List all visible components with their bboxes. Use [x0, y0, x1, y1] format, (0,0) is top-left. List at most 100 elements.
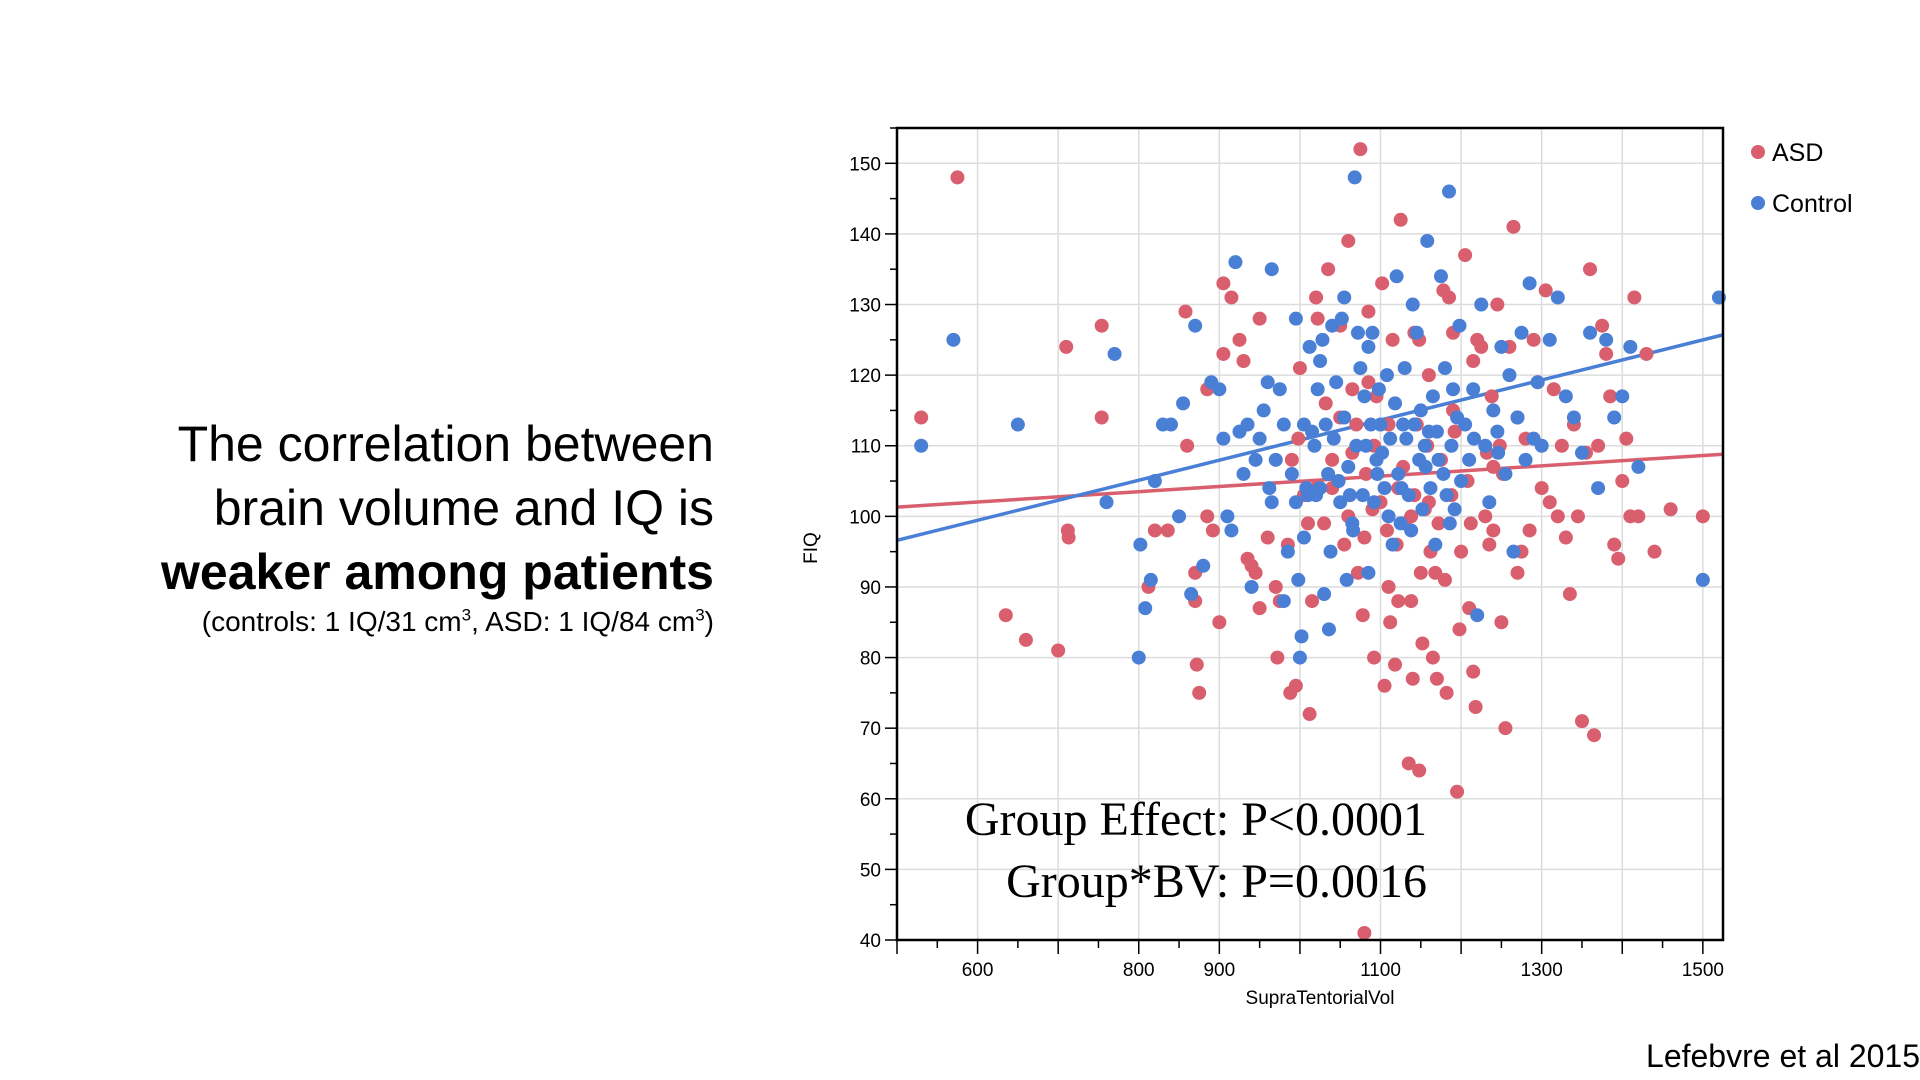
data-point-control	[1615, 389, 1630, 404]
data-point-control	[1607, 410, 1622, 425]
data-point-control	[1310, 382, 1325, 397]
data-point-control	[1361, 565, 1376, 580]
data-point-control	[1550, 290, 1565, 305]
data-point-asd	[1291, 431, 1306, 446]
data-point-control	[1494, 339, 1509, 354]
data-point-asd	[1383, 615, 1398, 630]
legend-label-control: Control	[1772, 190, 1853, 218]
data-point-control	[1313, 481, 1328, 496]
data-point-asd	[1345, 382, 1360, 397]
data-point-asd	[1447, 424, 1462, 439]
data-point-control	[1346, 523, 1361, 538]
data-point-asd	[1587, 728, 1602, 743]
data-point-control	[1437, 361, 1452, 376]
data-point-control	[1429, 424, 1444, 439]
data-point-asd	[1599, 346, 1614, 361]
data-point-control	[1353, 361, 1368, 376]
data-point-asd	[1490, 297, 1505, 312]
data-point-asd	[1189, 657, 1204, 672]
data-point-asd	[1439, 685, 1454, 700]
data-point-asd	[1412, 763, 1427, 778]
data-point-asd	[1550, 509, 1565, 524]
data-point-control	[1431, 452, 1446, 467]
data-point-control	[1272, 382, 1287, 397]
data-point-asd	[1611, 551, 1626, 566]
data-point-control	[1591, 481, 1606, 496]
data-point-asd	[1270, 650, 1285, 665]
data-point-control	[1305, 424, 1320, 439]
data-point-control	[1315, 332, 1330, 347]
data-point-control	[1404, 523, 1419, 538]
data-point-control	[1399, 431, 1414, 446]
data-point-control	[1276, 594, 1291, 609]
data-point-control	[1240, 417, 1255, 432]
data-point-control	[1388, 396, 1403, 411]
data-point-control	[1099, 495, 1114, 510]
data-point-control	[1196, 558, 1211, 573]
data-point-asd	[1350, 565, 1365, 580]
y-tick-label: 40	[860, 931, 881, 952]
data-point-control	[1317, 587, 1332, 602]
data-point-control	[1371, 382, 1386, 397]
data-point-control	[1260, 375, 1275, 390]
data-point-asd	[1534, 481, 1549, 496]
data-point-asd	[1361, 304, 1376, 319]
data-point-asd	[1284, 452, 1299, 467]
data-point-control	[1224, 523, 1239, 538]
data-point-control	[1292, 650, 1307, 665]
y-axis-label: FIQ	[801, 532, 822, 564]
data-point-asd	[1478, 509, 1493, 524]
data-point-control	[1397, 361, 1412, 376]
data-point-asd	[1232, 332, 1247, 347]
data-point-asd	[1252, 311, 1267, 326]
data-point-control	[1244, 579, 1259, 594]
data-point-control	[1534, 438, 1549, 453]
data-point-asd	[1216, 346, 1231, 361]
data-point-control	[1341, 459, 1356, 474]
data-point-control	[1184, 587, 1199, 602]
data-point-asd	[1147, 523, 1162, 538]
data-point-asd	[1468, 699, 1483, 714]
data-point-control	[1379, 368, 1394, 383]
data-point-asd	[1393, 212, 1408, 227]
data-point-asd	[1361, 375, 1376, 390]
data-point-asd	[1404, 509, 1419, 524]
data-point-control	[1280, 544, 1295, 559]
data-point-control	[1188, 318, 1203, 333]
data-point-control	[1394, 481, 1409, 496]
data-point-asd	[1180, 438, 1195, 453]
data-point-control	[1542, 332, 1557, 347]
data-point-asd	[998, 608, 1013, 623]
data-point-control	[1326, 431, 1341, 446]
legend: ASD Control	[1751, 139, 1853, 218]
data-point-control	[1452, 318, 1467, 333]
data-point-control	[1418, 459, 1433, 474]
data-point-asd	[1595, 318, 1610, 333]
data-point-asd	[1463, 516, 1478, 531]
data-point-asd	[1506, 219, 1521, 234]
data-point-control	[1413, 403, 1428, 418]
data-point-control	[1574, 445, 1589, 460]
data-point-control	[1491, 445, 1506, 460]
data-point-control	[1264, 262, 1279, 277]
headline-line-1: The correlation between	[177, 416, 714, 472]
headline-line-2: brain volume and IQ is	[213, 480, 714, 536]
data-point-control	[1365, 325, 1380, 340]
data-point-asd	[1325, 452, 1340, 467]
data-point-control	[1333, 495, 1348, 510]
data-point-asd	[1454, 544, 1469, 559]
data-point-asd	[1318, 396, 1333, 411]
data-point-control	[1599, 332, 1614, 347]
plot-frame	[895, 126, 1725, 942]
data-point-asd	[1353, 142, 1368, 157]
data-point-asd	[1337, 537, 1352, 552]
data-point-control	[1391, 466, 1406, 481]
data-point-control	[1417, 438, 1432, 453]
subline-sup-1: 3	[461, 605, 472, 625]
data-point-control	[1409, 325, 1424, 340]
data-point-asd	[1458, 248, 1473, 263]
data-point-control	[1530, 375, 1545, 390]
fit-line-asd	[896, 452, 1724, 509]
legend-marker-asd	[1751, 145, 1765, 159]
data-point-control	[1367, 495, 1382, 510]
